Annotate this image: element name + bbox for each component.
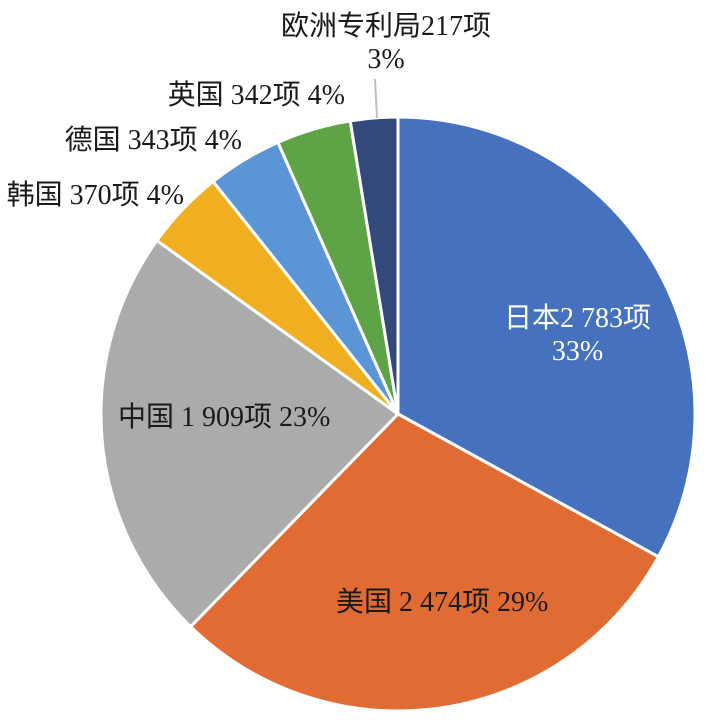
label-usa: 美国 2 474项 29% [336,587,549,618]
label-epo: 欧洲专利局217项 3% [248,10,524,76]
label-china: 中国 1 909项 23% [118,402,331,433]
pie-slice-usa [189,412,660,713]
pie-slice-japan [396,115,697,559]
label-epo-line1: 欧洲专利局217项 [280,11,491,42]
pie-slice-china [99,239,400,629]
label-japan-line1: 日本2 783项 [503,303,651,334]
epo-leader-line [374,78,378,119]
pie-slice-epo [348,115,400,416]
label-epo-line2: 3% [367,44,405,75]
label-japan-line2: 33% [551,336,604,367]
label-uk: 英国 342项 4% [167,80,345,111]
label-germany: 德国 343项 4% [64,125,242,156]
label-japan: 日本2 783项 33% [445,302,710,368]
label-korea: 韩国 370项 4% [6,180,184,211]
